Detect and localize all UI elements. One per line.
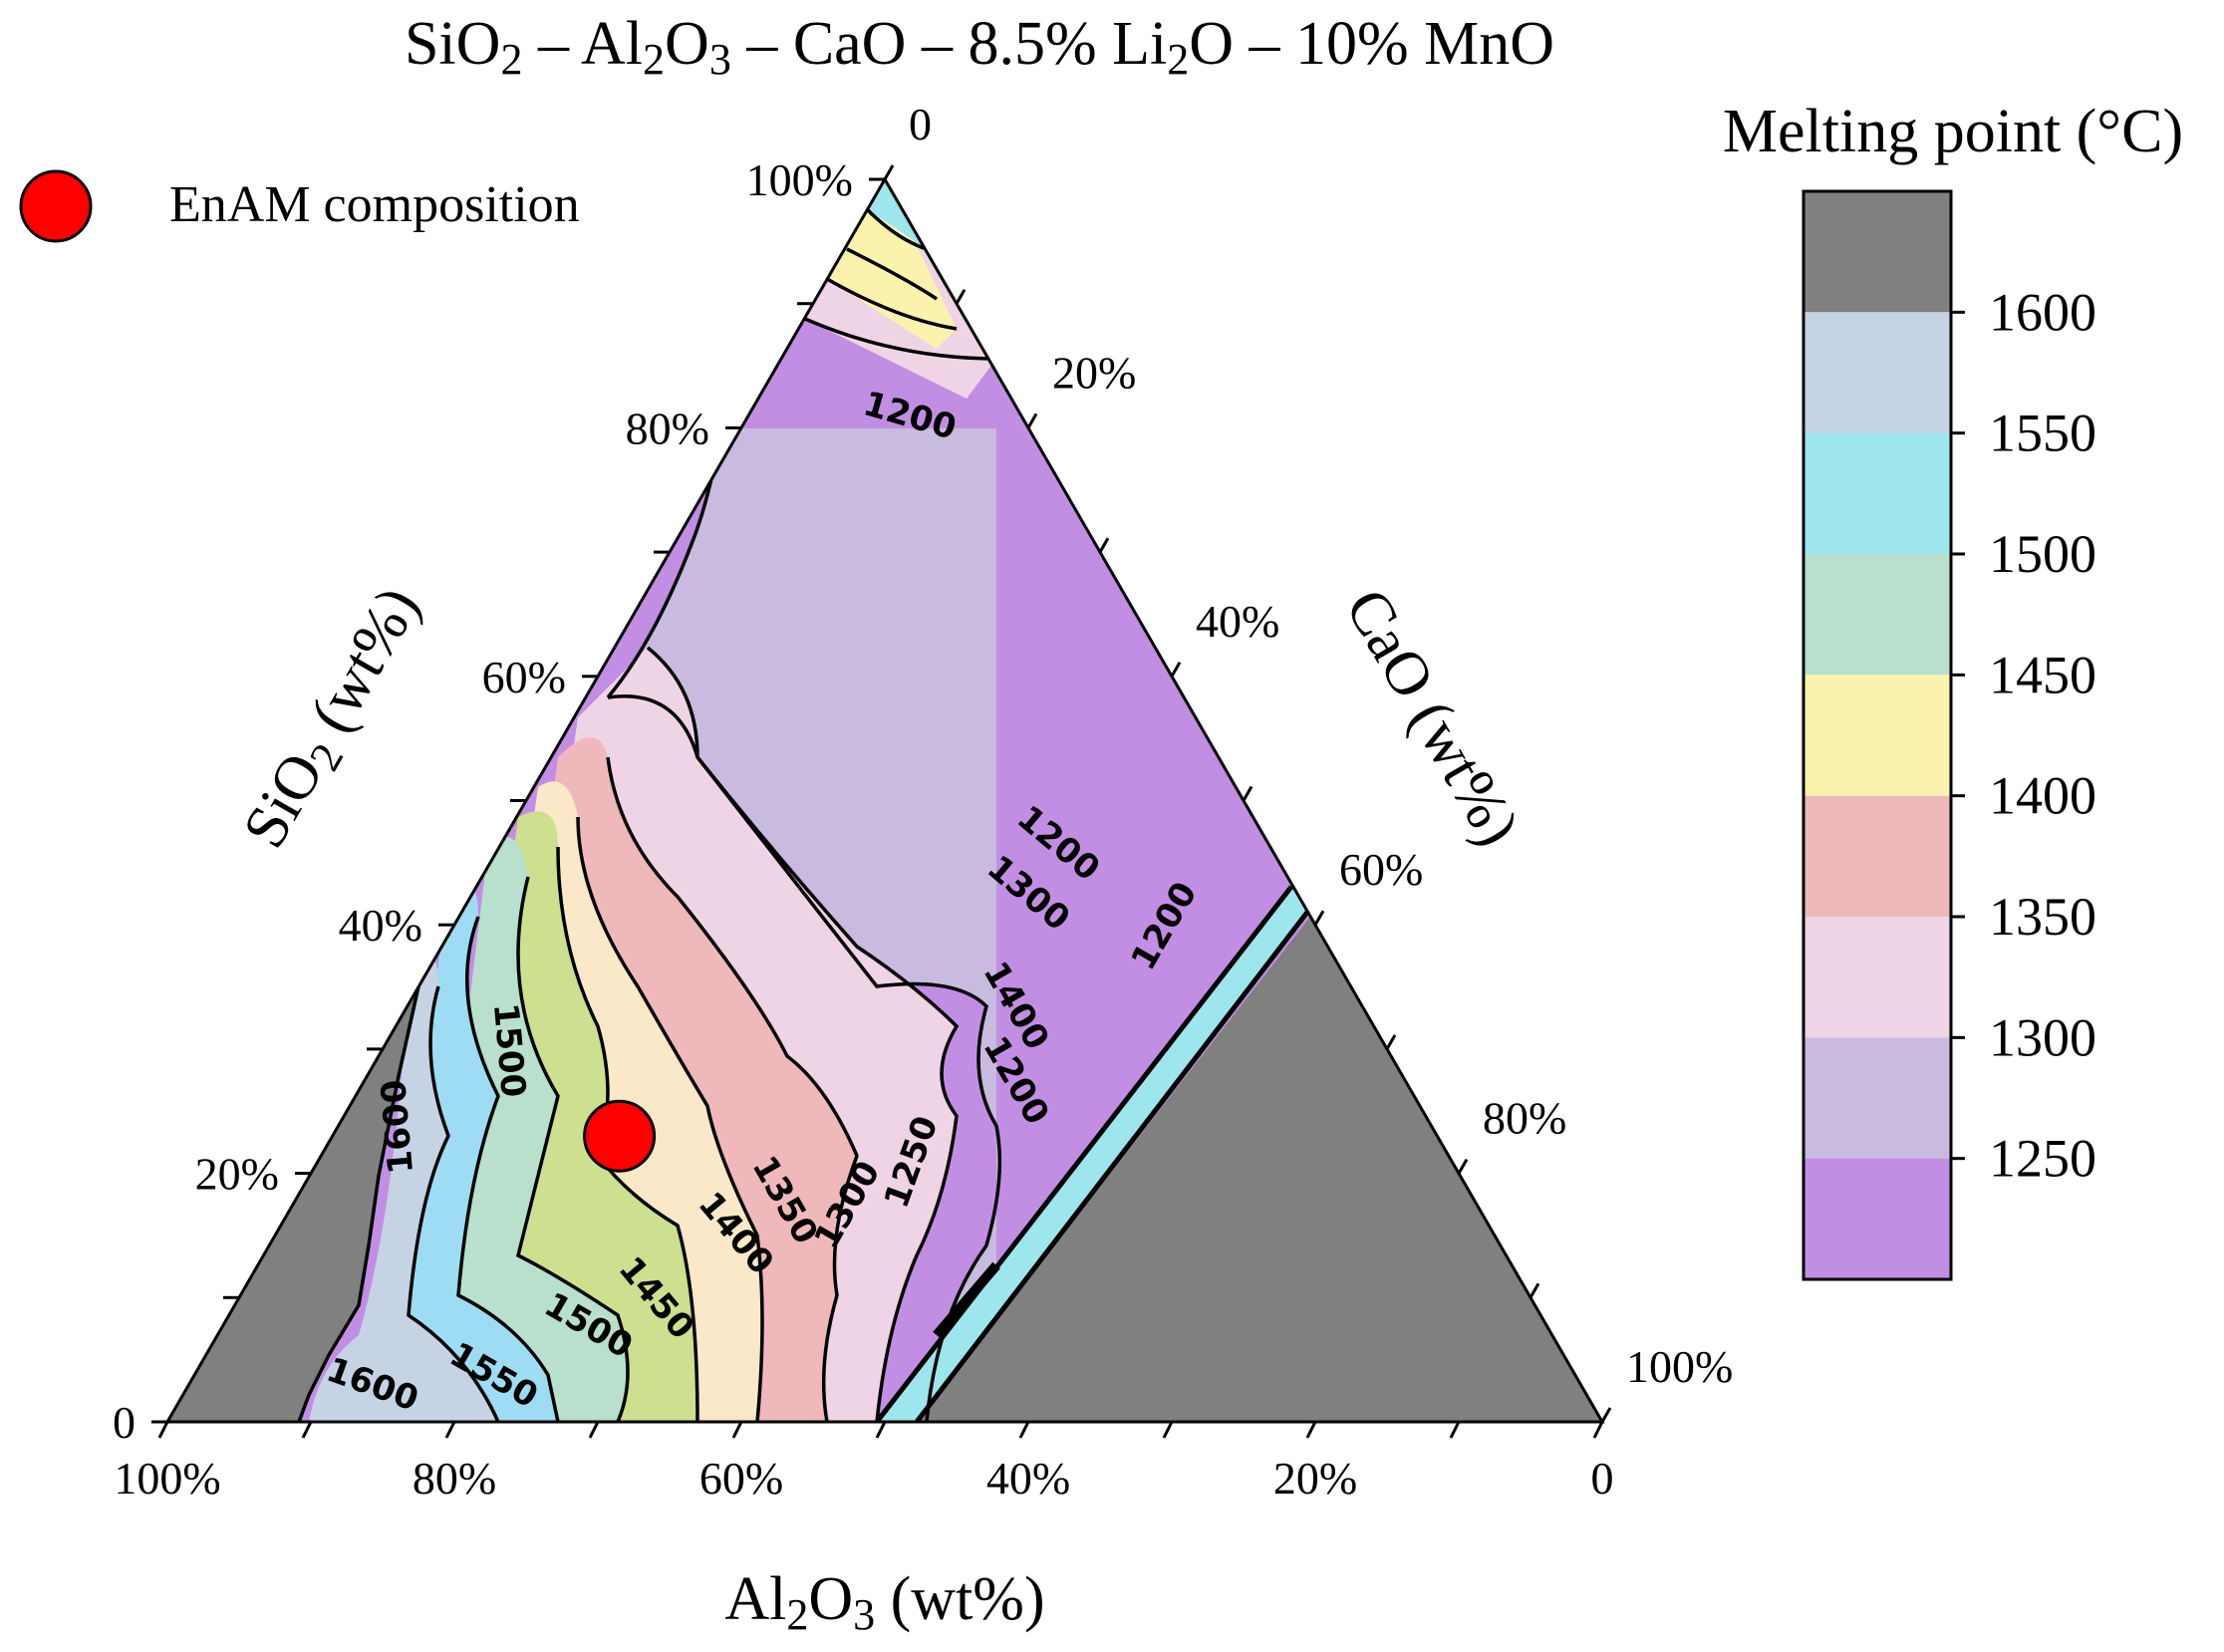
enam-composition-point [583, 1099, 657, 1173]
cao-axis-label: CaO (wt%) [1332, 578, 1532, 857]
colorbar-band [1804, 554, 1951, 676]
chart-title: SiO2 – Al2O3 – CaO – 8.5% Li2O – 10% MnO [405, 10, 1554, 84]
colorbar-tick-label: 1300 [1989, 1007, 2096, 1067]
al2o3-axis-label: Al2O3 (wt%) [724, 1565, 1044, 1639]
al2o3-tick [1592, 1421, 1604, 1439]
cao-tick-label: 40% [1196, 596, 1279, 647]
cao-tick [955, 288, 967, 305]
al2o3-tick [731, 1421, 743, 1439]
colorbar-band [1804, 312, 1951, 433]
sio2-tick-label: 80% [626, 403, 709, 453]
colorbar-band [1804, 432, 1951, 554]
cao-tick [1457, 1158, 1469, 1175]
cao-tick [1313, 910, 1325, 926]
cao-tick-label: 0 [909, 99, 932, 149]
region-1600 [309, 951, 498, 1422]
sio2-tick-label: 100% [746, 154, 853, 205]
cao-tick [1170, 662, 1182, 678]
colorbar-band [1804, 675, 1951, 796]
colorbar-band [1804, 917, 1951, 1038]
cao-tick [1529, 1282, 1540, 1299]
cao-tick [1026, 413, 1038, 429]
cao-tick-label: 100% [1626, 1341, 1733, 1392]
region-top-cyan [867, 179, 927, 249]
region-1550 [379, 881, 558, 1422]
region-1500 [418, 837, 628, 1422]
al2o3-tick [301, 1421, 313, 1439]
al2o3-tick-label: 60% [699, 1453, 783, 1504]
colorbar-frame [1802, 189, 1953, 1281]
region-above-1600-right [917, 907, 1602, 1422]
sio2-axis-label: SiO2 (wt%) [230, 576, 438, 862]
al2o3-tick [588, 1421, 600, 1439]
al2o3-tick [875, 1421, 887, 1439]
al2o3-tick [444, 1421, 456, 1439]
colorbar-tick-label: 1400 [1989, 766, 2096, 826]
cao-tick-label: 60% [1339, 844, 1423, 895]
colorbar-band [1804, 795, 1951, 917]
contour-label: 1600 [374, 1078, 421, 1176]
al2o3-tick [1162, 1421, 1174, 1439]
al2o3-tick [1449, 1421, 1461, 1439]
colorbar-title: Melting point (°C) [1723, 98, 2183, 165]
cao-tick [1098, 537, 1110, 553]
al2o3-tick-label: 80% [413, 1453, 496, 1504]
colorbar-tick-label: 1600 [1989, 282, 2096, 342]
region-1200-1250-left [608, 428, 1000, 1422]
sio2-tick-label: 60% [482, 652, 566, 702]
colorbar-band [1804, 1158, 1951, 1279]
cao-tick [1600, 1407, 1612, 1423]
contour-label: 1500 [485, 1001, 533, 1099]
al2o3-tick-label: 100% [114, 1453, 220, 1504]
tick-labels: 020%40%60%80%100%020%40%60%80%100%100% 80… [113, 99, 1733, 1504]
al2o3-tick-label: 0 [1591, 1453, 1614, 1504]
sio2-tick-label: 40% [339, 900, 422, 951]
legend-marker [19, 169, 93, 243]
tick-marks [151, 164, 1612, 1439]
colorbar-tick-label: 1500 [1989, 524, 2096, 584]
sio2-tick-label: 0 [113, 1397, 136, 1448]
cao-tick-label: 20% [1052, 347, 1136, 398]
al2o3-tick-label: 40% [986, 1453, 1070, 1504]
sio2-tick-label: 20% [195, 1149, 279, 1200]
contour-lines [297, 207, 1317, 1422]
colorbar-band [1804, 1037, 1951, 1159]
colorbar: 1600 1550 1500 1450 1400 1350 1300 1250 [1802, 189, 2096, 1281]
al2o3-tick [157, 1421, 169, 1439]
al2o3-tick-label: 20% [1273, 1453, 1357, 1504]
colorbar-band [1804, 191, 1951, 313]
al2o3-tick [1018, 1421, 1030, 1439]
cao-tick-label: 80% [1483, 1093, 1566, 1144]
thin-bands-right [877, 887, 1315, 1422]
region-top-yellow [827, 179, 957, 349]
cao-tick [1242, 785, 1253, 802]
cao-tick [883, 164, 895, 180]
al2o3-tick [1305, 1421, 1317, 1439]
colorbar-tick-label: 1350 [1989, 887, 2096, 947]
colorbar-tick-label: 1250 [1989, 1129, 2096, 1189]
colorbar-tick-label: 1550 [1989, 404, 2096, 463]
colorbar-tick-label: 1450 [1989, 645, 2096, 704]
cao-tick [1385, 1034, 1397, 1050]
legend-label: EnAM composition [169, 176, 580, 233]
